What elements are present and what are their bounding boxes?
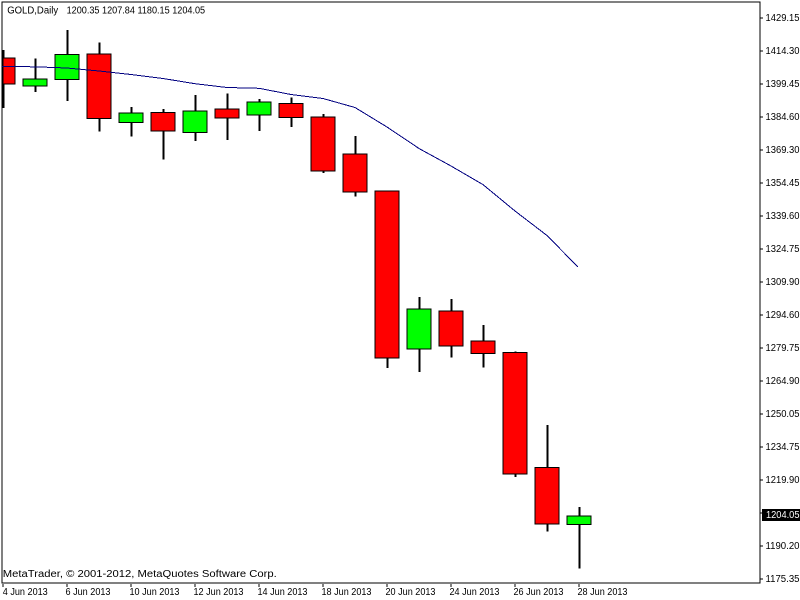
svg-text:1200.35 1207.84 1180.15 1204.0: 1200.35 1207.84 1180.15 1204.05	[67, 6, 206, 17]
svg-text:1324.75: 1324.75	[766, 244, 800, 255]
svg-text:28 Jun 2013: 28 Jun 2013	[578, 587, 628, 598]
svg-text:MetaTrader, © 2001-2012, MetaQ: MetaTrader, © 2001-2012, MetaQuotes Soft…	[3, 569, 277, 580]
svg-text:1429.15: 1429.15	[766, 13, 800, 24]
svg-text:12 Jun 2013: 12 Jun 2013	[194, 587, 244, 598]
svg-text:1399.45: 1399.45	[766, 79, 800, 90]
svg-text:18 Jun 2013: 18 Jun 2013	[322, 587, 372, 598]
svg-text:1369.30: 1369.30	[766, 145, 800, 156]
svg-text:1279.75: 1279.75	[766, 343, 800, 354]
svg-text:20 Jun 2013: 20 Jun 2013	[386, 587, 436, 598]
svg-text:14 Jun 2013: 14 Jun 2013	[258, 587, 308, 598]
svg-text:4 Jun 2013: 4 Jun 2013	[3, 587, 48, 598]
svg-text:1204.05: 1204.05	[766, 510, 800, 521]
svg-text:1250.05: 1250.05	[766, 409, 800, 420]
svg-text:6 Jun 2013: 6 Jun 2013	[66, 587, 111, 598]
svg-text:1414.30: 1414.30	[766, 46, 800, 57]
svg-text:1309.90: 1309.90	[766, 277, 800, 288]
svg-text:1354.45: 1354.45	[766, 178, 800, 189]
svg-text:1219.90: 1219.90	[766, 475, 800, 486]
svg-text:1384.60: 1384.60	[766, 112, 800, 123]
svg-text:10 Jun 2013: 10 Jun 2013	[130, 587, 180, 598]
svg-text:1264.90: 1264.90	[766, 376, 800, 387]
svg-text:1294.60: 1294.60	[766, 310, 800, 321]
svg-text:1175.35: 1175.35	[766, 574, 800, 585]
svg-text:1234.75: 1234.75	[766, 442, 800, 453]
svg-text:24 Jun 2013: 24 Jun 2013	[450, 587, 500, 598]
svg-text:1190.20: 1190.20	[766, 541, 800, 552]
svg-text:26 Jun 2013: 26 Jun 2013	[514, 587, 564, 598]
svg-text:GOLD,Daily: GOLD,Daily	[7, 6, 58, 17]
svg-text:1339.60: 1339.60	[766, 211, 800, 222]
